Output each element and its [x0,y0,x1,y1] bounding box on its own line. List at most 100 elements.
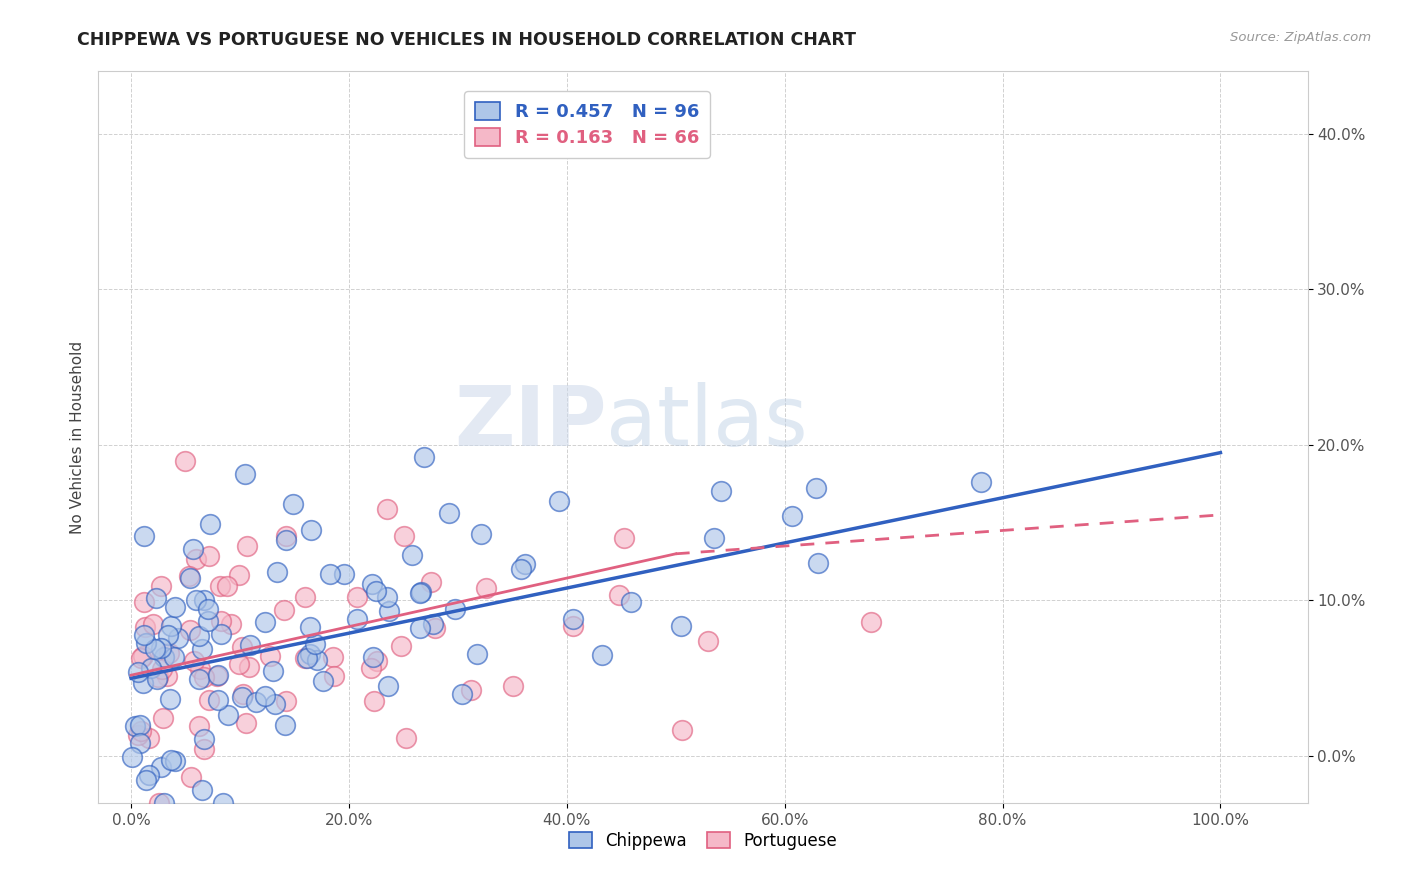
Point [156,669,179,683]
Point [274,529,297,543]
Point [132,676,155,690]
Point [515,557,537,571]
Point [209,626,232,640]
Point [188,662,211,676]
Point [138,731,160,745]
Point [346,590,368,604]
Point [179,623,201,637]
Point [262,664,284,678]
Point [475,581,498,595]
Point [299,648,322,662]
Point [360,660,382,674]
Point [148,670,170,684]
Point [298,619,321,633]
Point [197,549,219,563]
Point [129,724,152,739]
Point [208,579,231,593]
Point [129,718,152,732]
Point [177,569,200,583]
Point [193,731,215,746]
Point [377,679,399,693]
Point [609,588,631,602]
Point [502,679,524,693]
Point [392,529,415,543]
Point [419,574,441,589]
Point [389,640,412,654]
Point [212,796,235,810]
Point [238,659,260,673]
Point [181,542,204,557]
Point [150,662,173,676]
Point [276,694,298,708]
Point [411,585,433,599]
Point [311,673,333,688]
Point [970,475,993,489]
Point [669,619,692,633]
Point [209,614,232,628]
Point [134,529,156,543]
Point [163,754,186,768]
Point [375,590,398,604]
Point [364,583,387,598]
Point [221,617,243,632]
Point [198,516,221,531]
Text: Source: ZipAtlas.com: Source: ZipAtlas.com [1230,31,1371,45]
Point [245,695,267,709]
Point [167,631,190,645]
Point [322,650,344,665]
Point [163,599,186,614]
Point [361,649,384,664]
Point [179,571,201,585]
Point [228,567,250,582]
Point [153,650,176,665]
Point [134,619,156,633]
Point [228,657,250,671]
Point [254,615,277,629]
Point [264,698,287,712]
Point [437,506,460,520]
Point [135,636,157,650]
Point [273,718,295,732]
Point [409,621,432,635]
Point [259,648,281,663]
Point [149,641,172,656]
Point [193,742,215,756]
Point [193,593,215,607]
Y-axis label: No Vehicles in Household: No Vehicles in Household [69,341,84,533]
Point [395,731,418,745]
Point [422,617,444,632]
Point [451,687,474,701]
Point [127,665,149,679]
Point [366,655,388,669]
Point [159,619,181,633]
Point [129,736,152,750]
Point [124,719,146,733]
Point [143,642,166,657]
Point [377,501,399,516]
Point [129,651,152,665]
Point [510,562,533,576]
Point [613,531,636,545]
Point [145,591,167,605]
Point [378,604,401,618]
Point [333,566,356,581]
Point [163,649,186,664]
Point [697,634,720,648]
Point [561,612,583,626]
Point [253,689,276,703]
Point [157,647,180,661]
Point [207,668,229,682]
Point [152,711,174,725]
Point [215,579,238,593]
Point [197,615,219,629]
Point [160,753,183,767]
Text: CHIPPEWA VS PORTUGUESE NO VEHICLES IN HOUSEHOLD CORRELATION CHART: CHIPPEWA VS PORTUGUESE NO VEHICLES IN HO… [77,31,856,49]
Point [205,668,228,682]
Point [145,672,167,686]
Point [561,619,583,633]
Point [294,590,316,604]
Point [191,783,214,797]
Point [159,692,181,706]
Point [470,526,492,541]
Point [149,579,172,593]
